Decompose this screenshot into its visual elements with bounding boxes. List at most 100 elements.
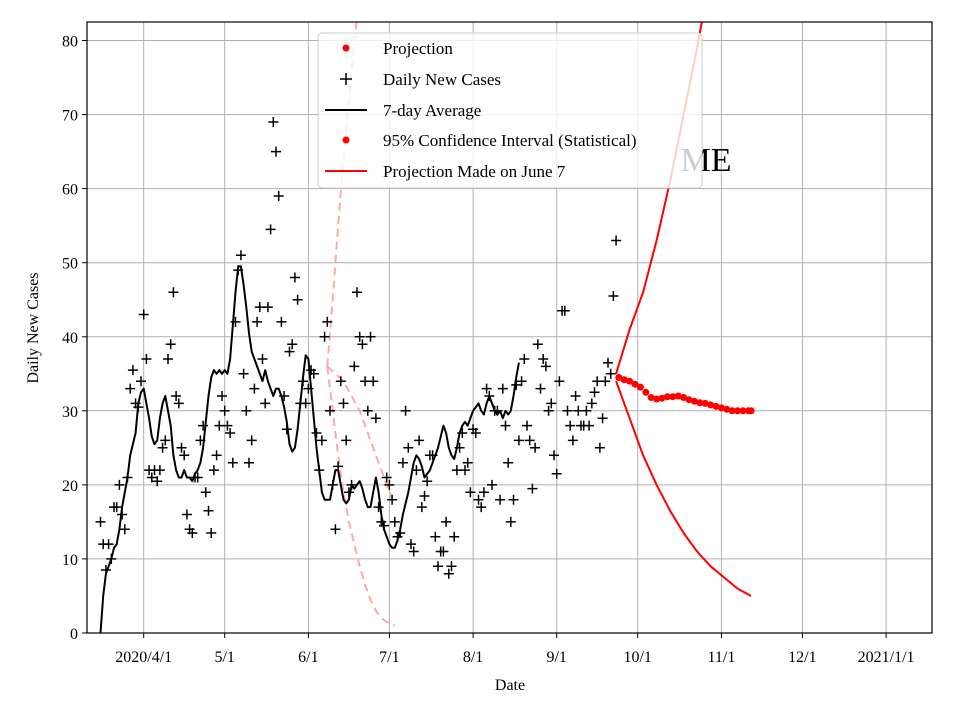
daily-cases-point xyxy=(106,553,117,564)
legend-label: 95% Confidence Interval (Statistical) xyxy=(383,131,637,150)
projection-point xyxy=(717,404,725,412)
legend-label: 7-day Average xyxy=(383,101,481,120)
daily-cases-point xyxy=(233,265,244,276)
daily-cases-point xyxy=(341,435,352,446)
daily-cases-point xyxy=(600,376,611,387)
daily-cases-point xyxy=(181,509,192,520)
daily-cases-point xyxy=(586,398,597,409)
daily-cases-point xyxy=(589,387,600,398)
daily-cases-point xyxy=(146,472,157,483)
projection-point xyxy=(739,407,747,415)
daily-cases-point xyxy=(400,405,411,416)
y-axis-label: Daily New Cases xyxy=(25,272,42,383)
axis-ticks: 2020/4/1 5/1 6/1 7/1 8/1 9/1 10/1 11/1 12/1 2021/… xyxy=(62,34,915,667)
projection-point xyxy=(696,399,704,407)
daily-cases-point xyxy=(279,391,290,401)
legend: Projection Daily New Cases 7-day Average… xyxy=(317,32,703,189)
daily-cases-point xyxy=(505,516,516,527)
projection-point xyxy=(707,401,715,409)
daily-cases-point xyxy=(141,354,152,364)
daily-cases-point xyxy=(217,391,227,401)
legend-marker-red-dot xyxy=(342,136,350,144)
daily-cases-point xyxy=(611,235,622,246)
daily-cases-point xyxy=(138,309,149,320)
daily-cases-point xyxy=(246,435,257,446)
daily-cases-point xyxy=(225,428,236,438)
daily-cases-point xyxy=(419,491,430,501)
daily-cases-point xyxy=(316,435,327,446)
daily-cases-point xyxy=(136,376,146,387)
daily-cases-point xyxy=(478,487,489,498)
daily-cases-point xyxy=(284,346,295,357)
legend-entry-7day-average: 7-day Average xyxy=(325,101,481,120)
daily-cases-point xyxy=(192,472,203,483)
daily-cases-point xyxy=(292,294,303,305)
daily-cases-point xyxy=(271,146,281,157)
daily-cases-point xyxy=(114,479,125,490)
june7-projection-mid-line xyxy=(326,365,394,501)
daily-cases-point xyxy=(338,398,349,409)
x-tick-label: 12/1 xyxy=(788,649,816,666)
daily-cases-point xyxy=(470,428,481,438)
legend-marker-red-dot xyxy=(342,44,350,52)
daily-cases-point xyxy=(252,316,263,327)
daily-cases-point xyxy=(389,516,400,527)
projection-point xyxy=(690,397,698,405)
daily-cases-point xyxy=(211,450,222,461)
daily-cases-point xyxy=(379,520,389,531)
daily-cases-point xyxy=(543,405,554,416)
daily-cases-point xyxy=(497,383,508,394)
daily-cases-point xyxy=(179,450,190,461)
projection-point xyxy=(674,392,682,400)
daily-cases-point xyxy=(100,565,111,575)
daily-cases-point xyxy=(430,531,441,542)
daily-cases-point xyxy=(265,224,276,235)
daily-cases-point xyxy=(422,476,433,487)
legend-label: Projection xyxy=(383,39,453,58)
daily-cases-point xyxy=(335,376,346,387)
daily-cases-point xyxy=(381,472,392,483)
legend-entry-june7-projection: Projection Made on June 7 xyxy=(325,162,566,181)
daily-cases-point xyxy=(330,524,341,535)
daily-cases-point xyxy=(257,354,268,364)
daily-cases-point xyxy=(289,272,300,283)
daily-cases-point xyxy=(133,402,144,413)
daily-cases-point xyxy=(473,494,484,505)
daily-cases-point xyxy=(352,287,362,298)
daily-cases-point xyxy=(522,420,532,431)
daily-cases-point xyxy=(559,305,570,316)
projection-point xyxy=(728,407,736,415)
daily-cases-point xyxy=(527,483,538,494)
daily-cases-point xyxy=(173,398,184,409)
daily-cases-point xyxy=(206,528,217,538)
daily-cases-point xyxy=(535,383,546,394)
legend-label: Projection Made on June 7 xyxy=(383,162,566,181)
daily-cases-point xyxy=(549,450,559,461)
y-tick-label: 50 xyxy=(62,256,78,273)
daily-cases-point xyxy=(208,465,219,476)
ci-lower-line xyxy=(615,380,752,597)
legend-label: Daily New Cases xyxy=(383,70,501,89)
daily-cases-point xyxy=(403,442,414,453)
y-tick-label: 10 xyxy=(62,552,78,569)
daily-cases-point xyxy=(163,354,173,364)
y-tick-label: 20 xyxy=(62,478,78,495)
projection-point xyxy=(680,394,688,401)
projection-point xyxy=(626,377,634,385)
daily-cases-point xyxy=(287,339,298,350)
daily-cases-point xyxy=(551,468,562,479)
x-tick-label: 9/1 xyxy=(546,649,566,666)
projection-point xyxy=(747,407,755,415)
daily-cases-point xyxy=(357,339,368,350)
projection-point xyxy=(658,394,666,402)
daily-cases-point xyxy=(562,405,573,416)
daily-cases-point xyxy=(276,316,287,327)
daily-cases-point xyxy=(416,502,427,513)
x-tick-label: 2020/4/1 xyxy=(115,649,172,666)
daily-cases-point xyxy=(397,457,408,468)
x-tick-label: 6/1 xyxy=(298,649,318,666)
daily-cases-point xyxy=(384,479,395,490)
daily-cases-point xyxy=(457,428,468,438)
june7-projection-lower-line xyxy=(326,366,396,627)
